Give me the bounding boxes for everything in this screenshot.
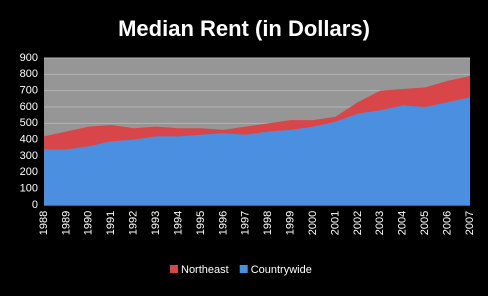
x-tick-label: 1998 <box>262 211 274 235</box>
legend-swatch <box>239 265 248 273</box>
x-tick-label: 1999 <box>285 211 297 235</box>
x-tick-label: 1991 <box>105 211 117 235</box>
y-tick-label: 700 <box>20 85 38 97</box>
y-tick-label: 800 <box>20 68 38 80</box>
chart-title: Median Rent (in Dollars) <box>118 16 370 41</box>
x-tick-label: 2006 <box>441 211 453 235</box>
x-tick-label: 1995 <box>195 211 207 235</box>
x-tick-label: 1992 <box>128 211 140 235</box>
y-tick-label: 900 <box>20 52 38 64</box>
legend-label: Countrywide <box>251 264 312 276</box>
x-tick-label: 1988 <box>38 211 50 235</box>
y-tick-label: 200 <box>20 166 38 178</box>
legend-swatch <box>170 265 178 273</box>
x-tick-label: 2002 <box>352 211 364 235</box>
x-tick-label: 2004 <box>397 211 409 235</box>
y-tick-label: 300 <box>20 150 38 162</box>
x-tick-label: 1993 <box>150 211 162 235</box>
x-tick-label: 2000 <box>307 211 319 235</box>
x-tick-label: 2005 <box>419 211 431 235</box>
x-tick-label: 1989 <box>60 211 72 235</box>
y-tick-label: 600 <box>20 101 38 113</box>
x-tick-label: 2003 <box>374 211 386 235</box>
x-tick-label: 1990 <box>83 211 95 235</box>
x-tick-label: 1996 <box>217 211 229 235</box>
area <box>44 97 470 205</box>
x-tick-label: 1997 <box>240 211 252 235</box>
x-tick-label: 1994 <box>172 211 184 235</box>
x-tick-label: 2007 <box>464 211 476 235</box>
legend-label: Northeast <box>181 264 229 276</box>
y-tick-label: 400 <box>20 134 38 146</box>
x-tick-label: 2001 <box>329 211 341 235</box>
y-tick-label: 500 <box>20 117 38 129</box>
y-tick-label: 100 <box>20 183 38 195</box>
y-tick-label: 0 <box>32 199 38 211</box>
